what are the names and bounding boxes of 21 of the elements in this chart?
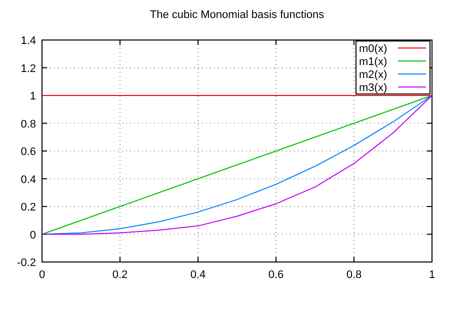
chart-title: The cubic Monomial basis functions — [150, 9, 325, 21]
x-tick-label: 0.4 — [190, 269, 206, 281]
y-tick-label: 1.2 — [20, 62, 36, 75]
legend-label: m1(x) — [359, 56, 388, 68]
y-tick-label: 0.6 — [20, 146, 36, 158]
x-tick-label: 0.6 — [268, 269, 284, 281]
x-tick-label: 0.2 — [112, 269, 128, 281]
line-series — [42, 95, 432, 235]
y-tick-label: 0 — [30, 229, 36, 242]
x-tick-label: 0.8 — [346, 269, 362, 281]
y-tick-label: 1.4 — [20, 35, 36, 47]
legend-label: m0(x) — [359, 43, 388, 55]
legend-label: m2(x) — [359, 69, 388, 81]
x-tick-label: 0 — [38, 269, 46, 281]
y-tick-label: 0.8 — [20, 118, 36, 130]
y-tick-label: 0.2 — [20, 202, 36, 214]
y-tick-label: 1 — [30, 90, 36, 102]
x-tick-label: 1 — [428, 269, 436, 281]
y-tick-label: -0.2 — [17, 257, 36, 269]
y-tick-label: 0.4 — [20, 174, 36, 186]
legend-label: m3(x) — [359, 82, 388, 94]
